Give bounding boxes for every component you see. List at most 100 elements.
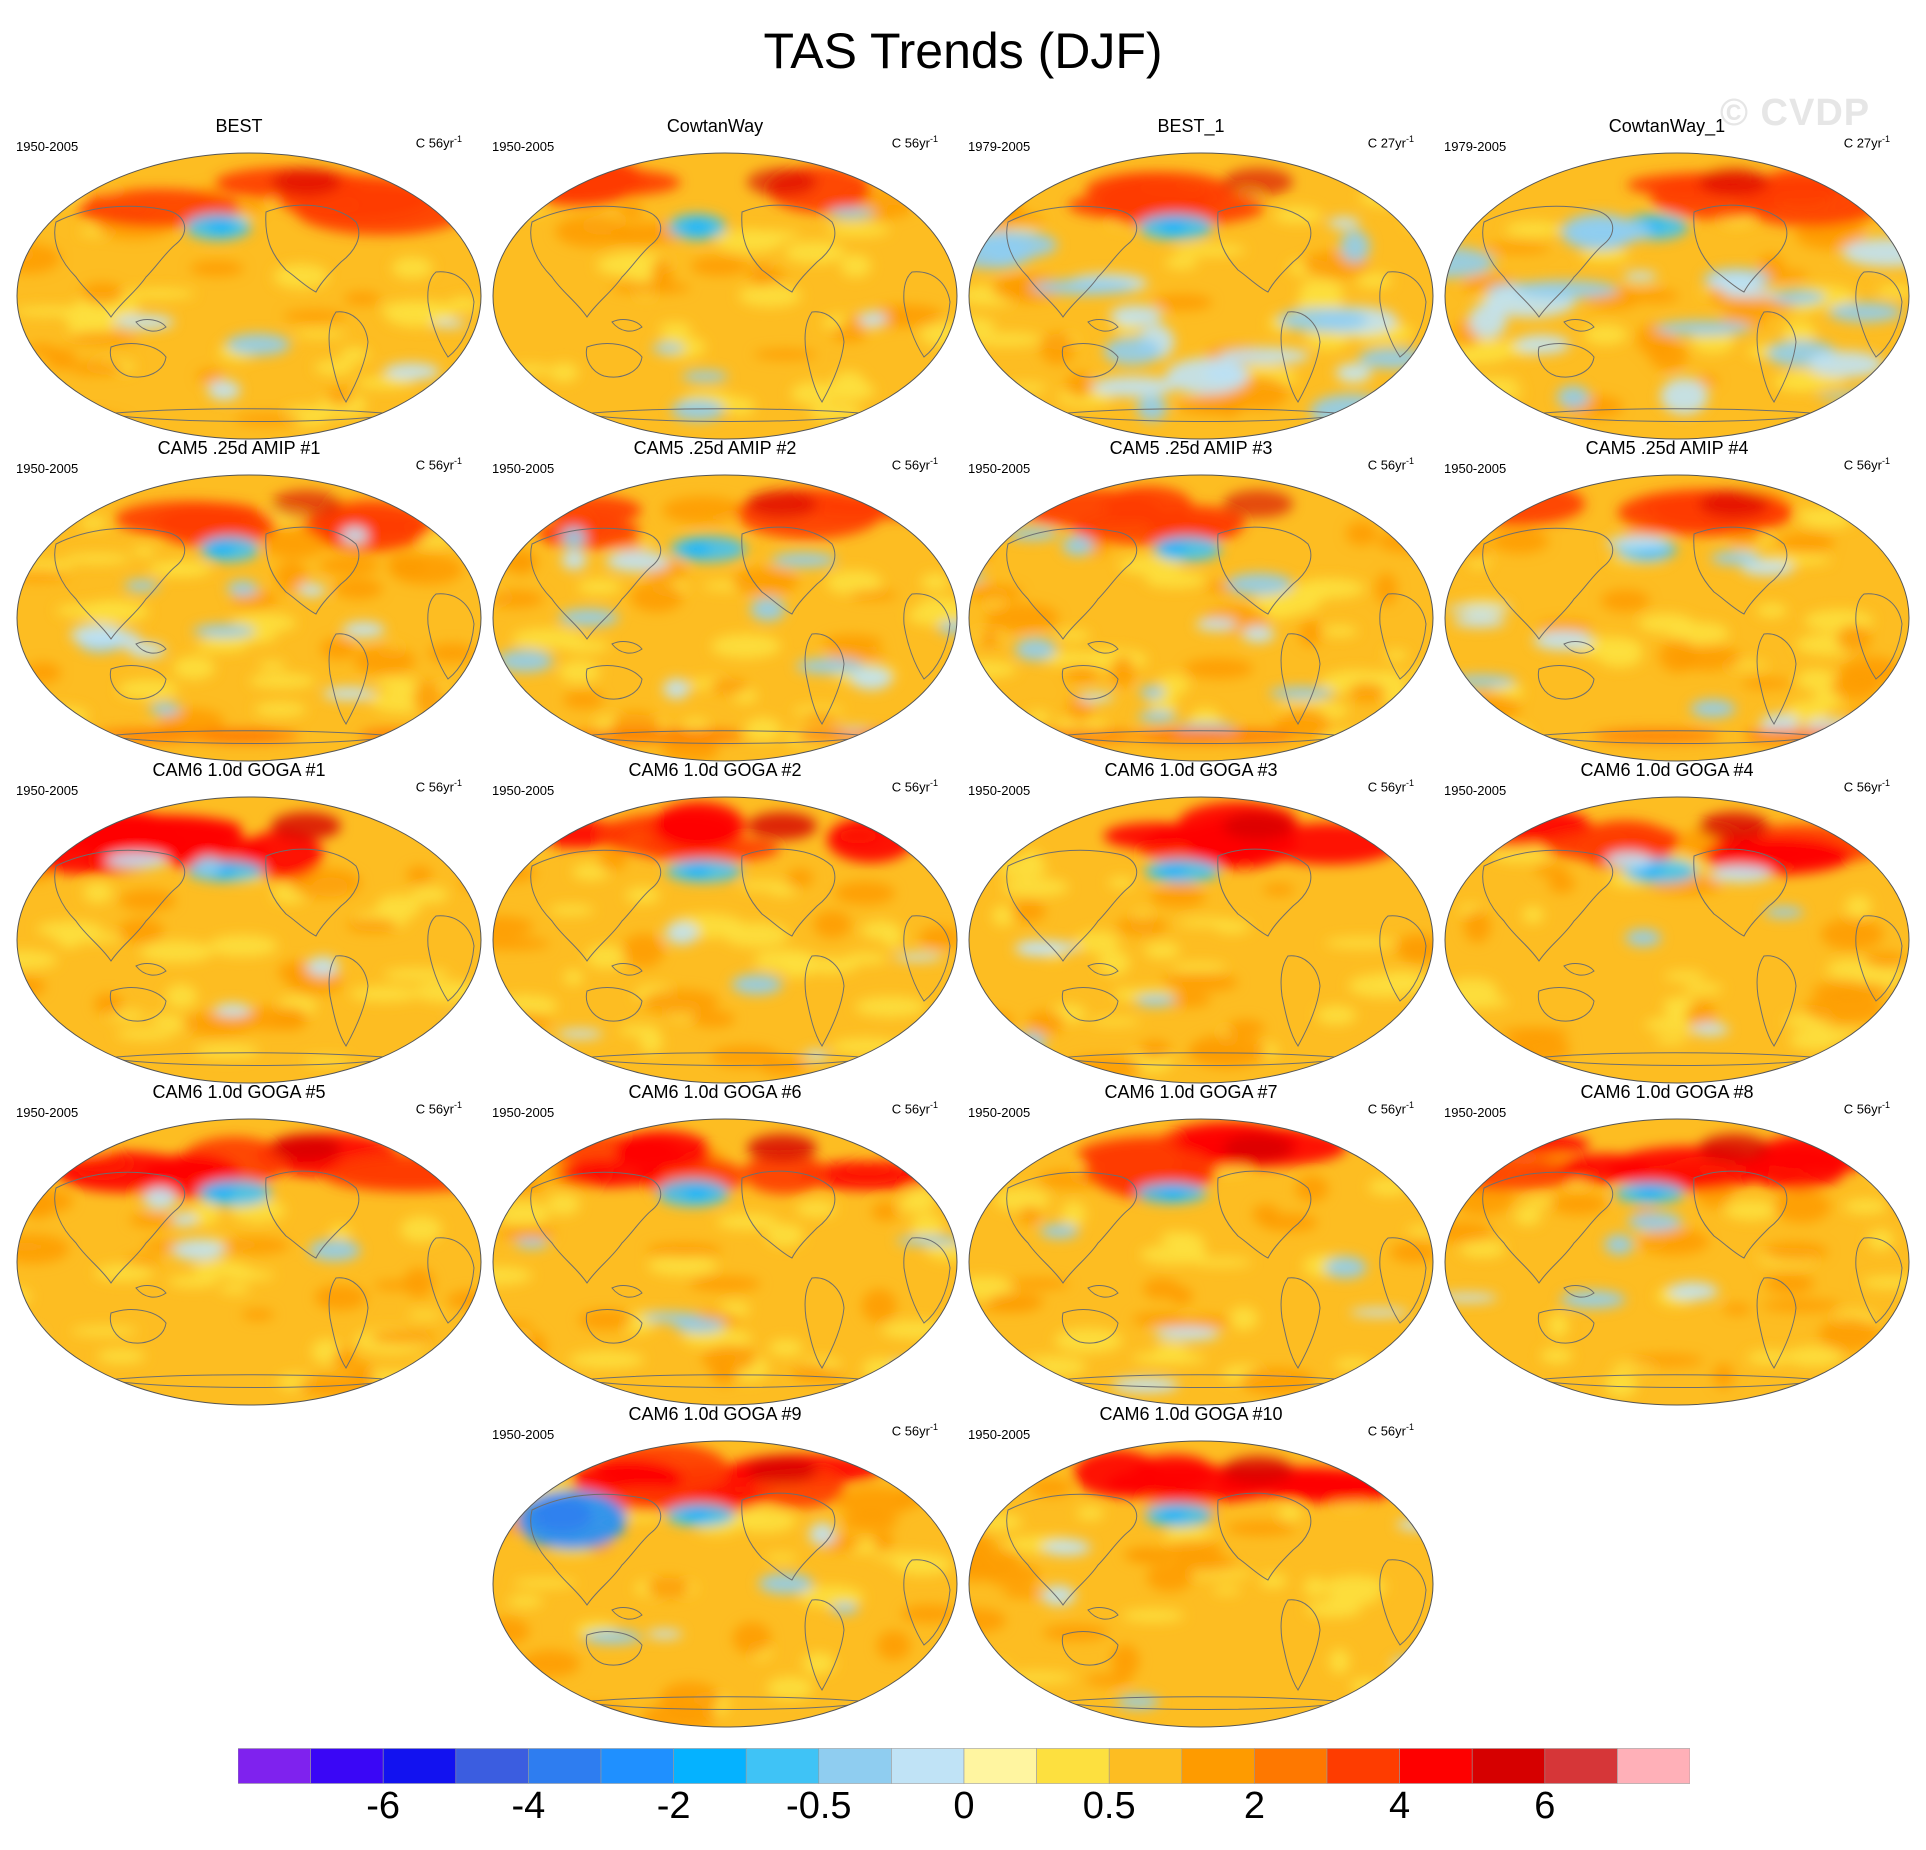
panel-units: C 56yr-1: [415, 134, 462, 151]
map-panel: CAM6 1.0d GOGA #6 1950-2005 C 56yr-1: [476, 1082, 958, 1406]
panel-units: C 56yr-1: [891, 1100, 938, 1117]
colorbar-box: [1036, 1748, 1110, 1784]
colorbar-box: [1326, 1748, 1400, 1784]
colorbar-box: [891, 1748, 965, 1784]
trend-map: [492, 1118, 958, 1406]
map-panel: CAM6 1.0d GOGA #7 1950-2005 C 56yr-1: [952, 1082, 1434, 1406]
map-panel: CAM6 1.0d GOGA #4 1950-2005 C 56yr-1: [1428, 760, 1910, 1084]
trend-map: [16, 152, 482, 440]
colorbar-tick-label: 0.5: [1082, 1785, 1136, 1827]
panel-units: C 56yr-1: [415, 778, 462, 795]
cvdp-watermark: © CVDP: [1720, 92, 1871, 134]
map-panel: CAM6 1.0d GOGA #2 1950-2005 C 56yr-1: [476, 760, 958, 1084]
panel-title: CAM5 .25d AMIP #1: [157, 438, 321, 458]
panel-period: 1950-2005: [16, 461, 79, 476]
colorbar-box: [818, 1748, 892, 1784]
map-panel: BEST 1950-2005 C 56yr-1: [0, 116, 482, 440]
panel-period: 1979-2005: [1444, 139, 1507, 154]
trend-map: [492, 474, 958, 762]
trend-map: [492, 152, 958, 440]
panel-title: CAM6 1.0d GOGA #7: [1104, 1082, 1278, 1102]
colorbar-box: [745, 1748, 820, 1784]
colorbar-tick-label: -2: [656, 1785, 691, 1827]
panel-units: C 56yr-1: [1843, 1100, 1890, 1117]
trend-map: [1444, 474, 1910, 762]
panel-units: C 56yr-1: [415, 1100, 462, 1117]
panel-units: C 56yr-1: [891, 1422, 938, 1439]
panel-title: CAM6 1.0d GOGA #1: [152, 760, 326, 780]
panel-units: C 56yr-1: [1843, 778, 1890, 795]
panel-title: CAM6 1.0d GOGA #2: [628, 760, 802, 780]
trend-map: [968, 796, 1434, 1084]
map-panel: CAM5 .25d AMIP #2 1950-2005 C 56yr-1: [476, 438, 958, 762]
map-panel: CAM5 .25d AMIP #1 1950-2005 C 56yr-1: [0, 438, 482, 762]
panel-title: CowtanWay: [666, 116, 764, 136]
colorbar-box: [455, 1748, 529, 1784]
colorbar-box: [1181, 1748, 1255, 1784]
panel-period: 1950-2005: [492, 1427, 555, 1442]
trend-map: [1444, 1118, 1910, 1406]
map-panel: CAM5 .25d AMIP #3 1950-2005 C 56yr-1: [952, 438, 1434, 762]
panel-units: C 27yr-1: [1367, 134, 1414, 151]
panel-units: C 56yr-1: [415, 456, 462, 473]
panel-units: C 56yr-1: [891, 778, 938, 795]
colorbar-box: [1399, 1748, 1473, 1784]
colorbar-box: [1471, 1748, 1546, 1784]
colorbar-box: [238, 1748, 311, 1784]
panel-units: C 56yr-1: [1367, 778, 1414, 795]
trend-map: [1444, 152, 1910, 440]
map-panel: CAM6 1.0d GOGA #1 1950-2005 C 56yr-1: [0, 760, 482, 1084]
trend-map: [492, 1440, 958, 1728]
panel-units: C 56yr-1: [1367, 1422, 1414, 1439]
panel-period: 1950-2005: [492, 139, 555, 154]
panel-title: CAM6 1.0d GOGA #10: [1099, 1404, 1283, 1424]
panel-period: 1950-2005: [16, 139, 79, 154]
panel-units: C 56yr-1: [891, 134, 938, 151]
colorbar-box: [600, 1748, 674, 1784]
panel-title: CAM6 1.0d GOGA #5: [152, 1082, 326, 1102]
map-panel: CAM6 1.0d GOGA #10 1950-2005 C 56yr-1: [952, 1404, 1434, 1728]
panel-title: CAM6 1.0d GOGA #3: [1104, 760, 1278, 780]
panel-units: C 56yr-1: [1367, 1100, 1414, 1117]
panel-title: CAM6 1.0d GOGA #4: [1580, 760, 1754, 780]
panel-period: 1950-2005: [1444, 1105, 1507, 1120]
panel-units: C 56yr-1: [891, 456, 938, 473]
trend-map: [968, 474, 1434, 762]
colorbar-tick-label: -4: [511, 1785, 546, 1827]
panel-title: CAM5 .25d AMIP #3: [1109, 438, 1273, 458]
panel-period: 1950-2005: [492, 783, 555, 798]
panel-title: CAM5 .25d AMIP #2: [633, 438, 797, 458]
map-panel: CowtanWay 1950-2005 C 56yr-1: [476, 116, 958, 440]
panel-period: 1950-2005: [968, 1427, 1031, 1442]
panel-period: 1950-2005: [492, 461, 555, 476]
map-panel: CAM6 1.0d GOGA #9 1950-2005 C 56yr-1: [476, 1404, 958, 1728]
panel-period: 1979-2005: [968, 139, 1031, 154]
colorbar-box: [673, 1748, 747, 1784]
colorbar-box: [963, 1748, 1037, 1784]
colorbar-box: [1617, 1748, 1690, 1784]
trend-map: [16, 1118, 482, 1406]
panel-title: CAM6 1.0d GOGA #6: [628, 1082, 802, 1102]
trend-map: [968, 1440, 1434, 1728]
map-panel: CAM6 1.0d GOGA #5 1950-2005 C 56yr-1: [0, 1082, 482, 1406]
trend-map: [16, 474, 482, 762]
colorbar-box: [1108, 1748, 1183, 1784]
panel-period: 1950-2005: [1444, 783, 1507, 798]
panel-units: C 56yr-1: [1367, 456, 1414, 473]
panel-period: 1950-2005: [492, 1105, 555, 1120]
colorbar-box: [1544, 1748, 1618, 1784]
panel-period: 1950-2005: [968, 1105, 1031, 1120]
colorbar: [238, 1748, 1690, 1784]
trend-map: [16, 796, 482, 1084]
panel-units: C 27yr-1: [1843, 134, 1890, 151]
panel-period: 1950-2005: [16, 783, 79, 798]
panel-units: C 56yr-1: [1843, 456, 1890, 473]
colorbar-box: [1254, 1748, 1328, 1784]
panel-period: 1950-2005: [16, 1105, 79, 1120]
map-panel: BEST_1 1979-2005 C 27yr-1: [952, 116, 1434, 440]
colorbar-tick-label: 2: [1243, 1785, 1265, 1827]
colorbar-tick-label: -6: [366, 1785, 401, 1827]
colorbar-tick-label: 4: [1389, 1785, 1411, 1827]
panel-title: BEST: [215, 116, 263, 136]
panel-period: 1950-2005: [1444, 461, 1507, 476]
